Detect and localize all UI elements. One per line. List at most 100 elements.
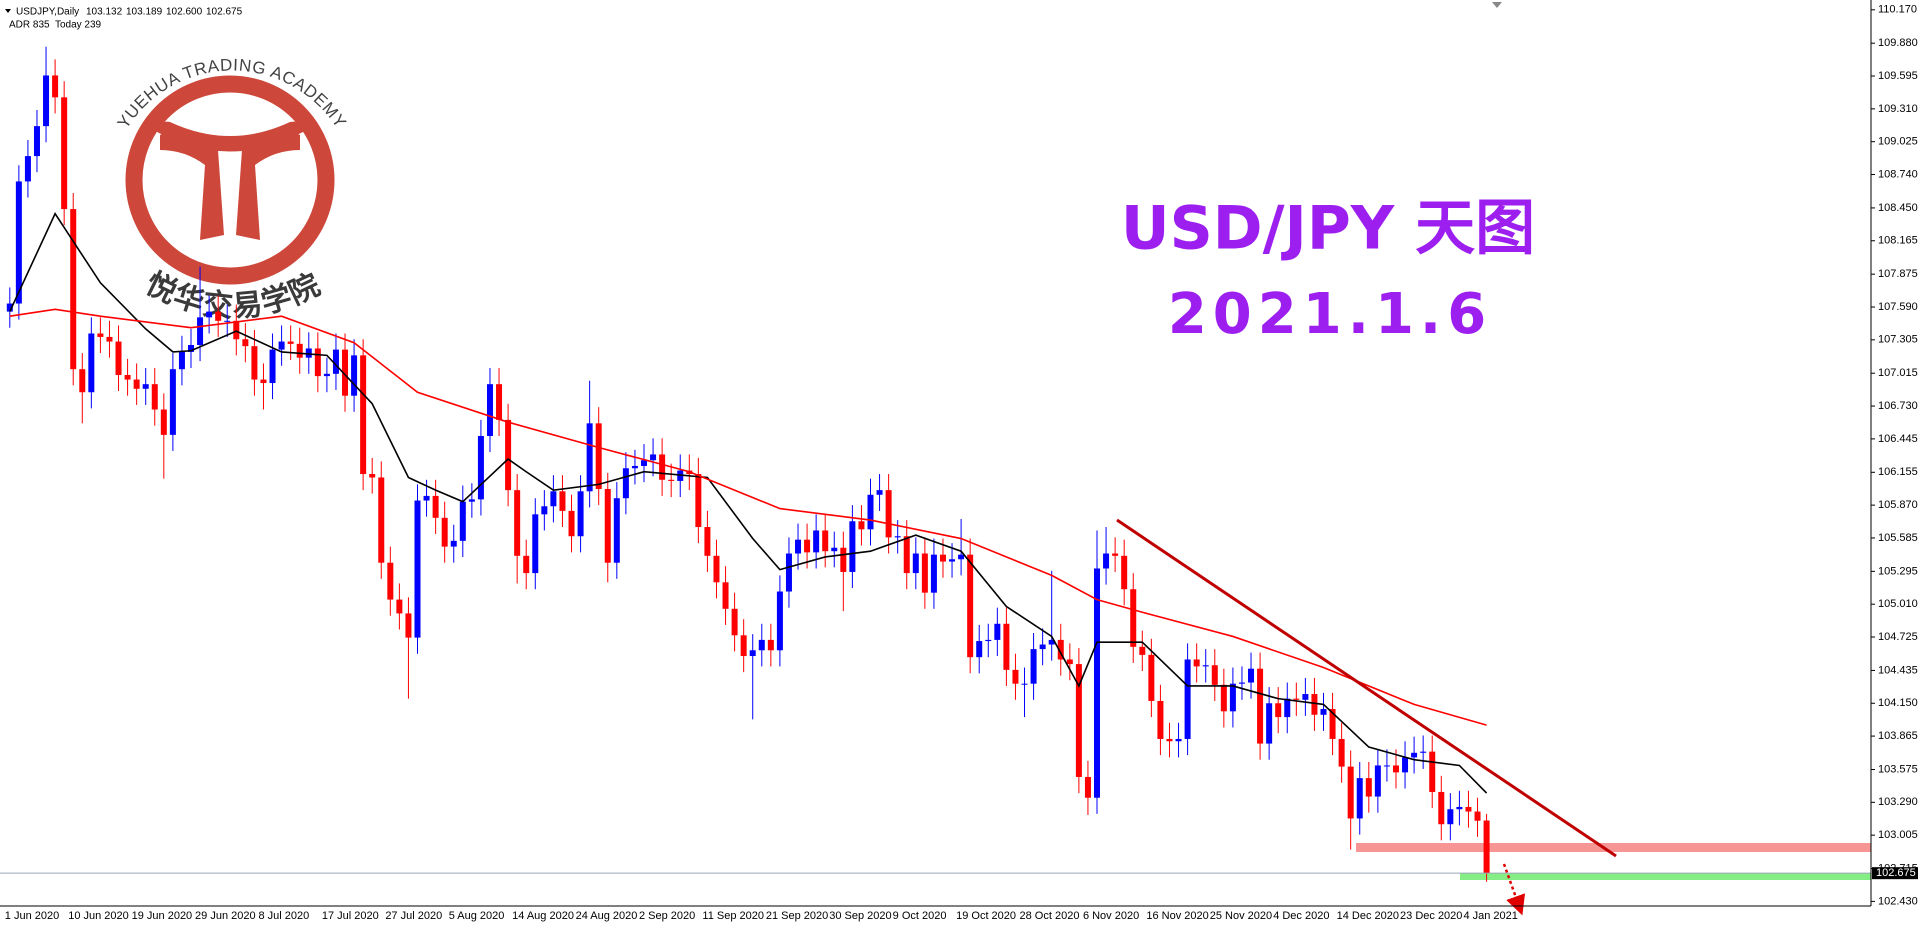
candle-body bbox=[342, 349, 349, 396]
candle-body bbox=[958, 554, 965, 560]
candle-body bbox=[767, 639, 774, 651]
candle-body bbox=[24, 156, 31, 182]
candle-body bbox=[1094, 568, 1100, 798]
candle-body bbox=[260, 379, 267, 384]
y-tick-label: 103.005 bbox=[1878, 829, 1918, 841]
candle-body bbox=[1311, 694, 1318, 715]
candle-body bbox=[541, 506, 548, 515]
candle-body bbox=[994, 623, 1001, 640]
candle-body bbox=[731, 608, 738, 636]
y-tick-label: 110.170 bbox=[1878, 4, 1917, 16]
candle-body bbox=[1420, 751, 1427, 753]
candle-body bbox=[1438, 791, 1445, 825]
candle-body bbox=[1112, 553, 1119, 556]
y-tick-label: 105.870 bbox=[1878, 499, 1918, 511]
candle-body bbox=[432, 495, 439, 518]
header-info: ADR 835 Today 239 bbox=[9, 20, 102, 31]
header-menu-icon[interactable] bbox=[5, 9, 11, 13]
candle-body bbox=[1402, 757, 1409, 773]
y-tick-label: 105.295 bbox=[1878, 565, 1918, 577]
header-close: 102.675 bbox=[206, 7, 243, 18]
candle-body bbox=[758, 639, 765, 651]
candle-body bbox=[468, 499, 475, 502]
candle-body bbox=[641, 460, 647, 466]
candle-body bbox=[1302, 694, 1309, 700]
candle-body bbox=[323, 373, 330, 377]
y-tick-label: 103.290 bbox=[1878, 796, 1918, 808]
candle-body bbox=[1257, 668, 1264, 744]
y-tick-label: 103.865 bbox=[1878, 730, 1918, 742]
y-tick-label: 106.445 bbox=[1878, 433, 1918, 445]
moving-average bbox=[9, 308, 1487, 726]
candle-body bbox=[1157, 700, 1164, 739]
candle-body bbox=[930, 554, 937, 593]
candle-body bbox=[1465, 806, 1472, 812]
candle-body bbox=[1030, 649, 1037, 684]
y-tick-label: 108.450 bbox=[1878, 202, 1918, 214]
x-tick-label: 8 Jul 2020 bbox=[258, 910, 309, 922]
candle-body bbox=[459, 501, 466, 541]
candle-body bbox=[1293, 698, 1300, 700]
marks bbox=[0, 46, 1871, 882]
candle-body bbox=[704, 527, 711, 556]
candle-body bbox=[622, 468, 629, 499]
candle-body bbox=[1139, 646, 1146, 655]
y-tick-label: 104.435 bbox=[1878, 664, 1918, 676]
logo-ring bbox=[125, 75, 335, 285]
candle-body bbox=[1121, 555, 1128, 590]
candle-body bbox=[921, 553, 928, 593]
candle-body bbox=[423, 495, 430, 501]
candle-body bbox=[559, 491, 566, 511]
y-tick-label: 105.585 bbox=[1878, 532, 1918, 544]
candle-body bbox=[1447, 809, 1454, 825]
candle-body bbox=[441, 517, 448, 547]
candle-body bbox=[912, 553, 919, 574]
y-tick-label: 109.595 bbox=[1878, 70, 1918, 82]
chart-title: USD/JPY 天图 bbox=[1121, 194, 1535, 264]
candle-body bbox=[659, 454, 666, 480]
x-tick-label: 25 Nov 2020 bbox=[1210, 910, 1272, 922]
shift-marker[interactable] bbox=[1492, 2, 1502, 8]
x-tick-label: 19 Jun 2020 bbox=[132, 910, 193, 922]
candle-body bbox=[1238, 682, 1245, 684]
candle-body bbox=[1474, 811, 1481, 821]
candle-body bbox=[97, 333, 104, 337]
candle-body bbox=[278, 341, 285, 350]
candle-body bbox=[1084, 776, 1091, 798]
candle-body bbox=[142, 384, 149, 389]
candle-body bbox=[88, 333, 95, 393]
header-high: 103.189 bbox=[126, 7, 163, 18]
candle-body bbox=[903, 536, 910, 574]
candle-body bbox=[813, 530, 820, 553]
candle-body bbox=[115, 341, 122, 375]
current-price-box bbox=[1872, 867, 1918, 880]
candle-body bbox=[840, 547, 847, 572]
x-tick-label: 24 Aug 2020 bbox=[576, 910, 638, 922]
x-tick-label: 27 Jul 2020 bbox=[385, 910, 442, 922]
x-tick-label: 30 Sep 2020 bbox=[829, 910, 891, 922]
candle-body bbox=[967, 554, 974, 658]
candle-body bbox=[269, 349, 276, 384]
candle-body bbox=[631, 465, 638, 469]
x-tick-label: 10 Jun 2020 bbox=[68, 910, 129, 922]
candle-body bbox=[133, 379, 140, 389]
candle-body bbox=[776, 591, 783, 651]
candle-body bbox=[849, 521, 856, 572]
candle-body bbox=[1130, 589, 1137, 647]
x-tick-label: 4 Jan 2021 bbox=[1463, 910, 1517, 922]
candle-body bbox=[151, 384, 158, 410]
resistance-zone bbox=[1356, 843, 1871, 852]
candle-body bbox=[740, 635, 747, 657]
x-tick-label: 14 Dec 2020 bbox=[1337, 910, 1399, 922]
candle-body bbox=[1365, 778, 1372, 797]
candle-body bbox=[1456, 806, 1463, 810]
y-tick-label: 104.725 bbox=[1878, 631, 1918, 643]
logo-symbol-top bbox=[150, 121, 310, 152]
candle-body bbox=[722, 582, 729, 609]
candle-body bbox=[1347, 766, 1354, 819]
x-tick-label: 28 Oct 2020 bbox=[1020, 910, 1080, 922]
candle-body bbox=[713, 555, 720, 583]
y-tick-label: 108.165 bbox=[1878, 235, 1918, 247]
candle-body bbox=[613, 498, 620, 563]
candle-body bbox=[785, 553, 792, 592]
